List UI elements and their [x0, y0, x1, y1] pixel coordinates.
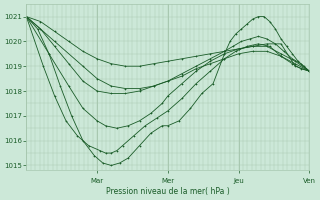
- X-axis label: Pression niveau de la mer( hPa ): Pression niveau de la mer( hPa ): [106, 187, 230, 196]
